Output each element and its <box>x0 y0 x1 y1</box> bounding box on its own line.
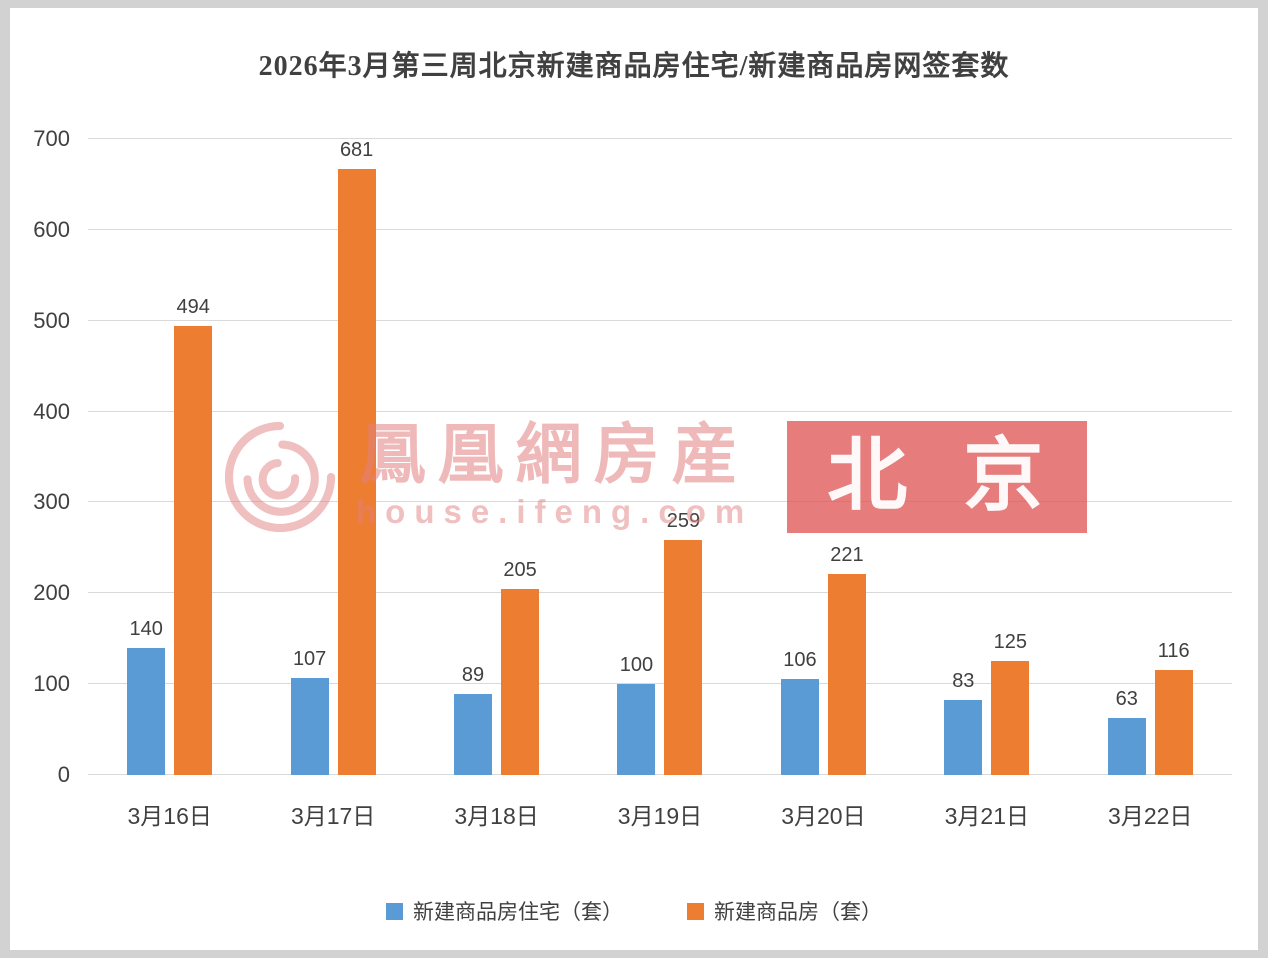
bar-with-label: 494 <box>174 139 213 775</box>
bar-with-label: 140 <box>127 139 166 775</box>
data-label: 125 <box>993 631 1027 654</box>
data-label: 681 <box>339 139 374 161</box>
bar-groups: 140 494 107 681 89 205 100 259 106 221 83 125 63 116 <box>88 139 1232 775</box>
y-tick-label: 700 <box>33 126 70 151</box>
bar <box>501 588 540 775</box>
bar-with-label: 107 <box>290 139 329 775</box>
data-label: 107 <box>292 647 327 670</box>
x-tick-label: 3月22日 <box>1108 803 1193 829</box>
bar-with-label: 63 <box>1107 139 1146 775</box>
gridline <box>88 410 1232 412</box>
legend-item: 新建商品房（套） <box>687 896 882 926</box>
bar <box>1154 669 1193 775</box>
legend: 新建商品房住宅（套） 新建商品房（套） <box>0 896 1268 926</box>
bar-group: 83 125 <box>905 139 1068 775</box>
bar-with-label: 125 <box>991 139 1030 775</box>
gridline <box>88 319 1232 321</box>
data-label: 89 <box>461 664 485 687</box>
legend-swatch <box>687 902 704 920</box>
x-tick-label: 3月21日 <box>944 803 1029 829</box>
bar <box>337 169 376 775</box>
bar <box>290 677 329 775</box>
chart-title: 2026年3月第三周北京新建商品房住宅/新建商品房网签套数 <box>258 51 1010 82</box>
bar <box>127 647 166 775</box>
bar-group: 89 205 <box>415 139 578 775</box>
bar-with-label: 106 <box>780 139 819 775</box>
y-tick-label: 500 <box>33 307 70 333</box>
gridline <box>88 774 1232 775</box>
bar <box>1107 717 1146 775</box>
x-tick-label: 3月20日 <box>781 803 866 829</box>
bar-with-label: 116 <box>1154 139 1193 775</box>
data-label: 83 <box>952 669 975 692</box>
data-label: 106 <box>783 648 817 671</box>
legend-label: 新建商品房（套） <box>714 901 882 924</box>
y-tick-label: 0 <box>57 762 70 787</box>
bar <box>827 574 866 775</box>
bar-group: 63 116 <box>1069 139 1232 775</box>
plot-area: 140 494 107 681 89 205 100 259 106 221 83 125 63 116 <box>88 138 1232 775</box>
legend-swatch <box>386 902 403 920</box>
y-tick-label: 100 <box>33 671 70 697</box>
gridline <box>88 592 1232 594</box>
bar-group: 100 259 <box>578 139 741 775</box>
y-tick-label: 600 <box>33 216 70 242</box>
bar-with-label: 83 <box>944 139 983 775</box>
data-label: 140 <box>129 617 163 640</box>
bar-with-label: 89 <box>454 139 493 775</box>
y-tick-label: 300 <box>33 489 70 515</box>
bar <box>780 678 819 775</box>
legend-label: 新建商品房住宅（套） <box>413 901 623 924</box>
gridline <box>88 683 1232 685</box>
bar-with-label: 681 <box>337 139 376 775</box>
legend-item: 新建商品房住宅（套） <box>386 896 623 926</box>
gridline <box>88 501 1232 503</box>
bar <box>454 694 493 775</box>
x-tick-label: 3月19日 <box>617 803 703 829</box>
y-tick-label: 200 <box>33 580 70 606</box>
x-tick-label: 3月18日 <box>454 803 539 829</box>
data-label: 259 <box>666 509 701 532</box>
bar-group: 106 221 <box>742 139 905 775</box>
gridline <box>88 138 1232 139</box>
data-label: 116 <box>1157 639 1190 662</box>
data-label: 205 <box>503 558 537 581</box>
bar-with-label: 205 <box>501 139 540 775</box>
bar <box>664 539 703 775</box>
data-label: 63 <box>1115 687 1138 710</box>
bar <box>617 684 656 775</box>
gridline <box>88 228 1232 230</box>
x-tick-label: 3月17日 <box>290 803 376 829</box>
bar-group: 107 681 <box>251 139 414 775</box>
bar-with-label: 100 <box>617 139 656 775</box>
bar <box>944 699 983 775</box>
y-tick-label: 400 <box>33 398 70 424</box>
data-label: 221 <box>830 544 864 567</box>
bar-with-label: 221 <box>827 139 866 775</box>
bar-with-label: 259 <box>664 139 703 775</box>
bar <box>991 661 1030 775</box>
bar <box>174 326 213 775</box>
x-tick-label: 3月16日 <box>127 803 212 829</box>
x-axis-labels: 3月16日 3月17日 3月18日 3月19日 3月20日 3月21日 3月22日 <box>88 797 1232 831</box>
bar-group: 140 494 <box>88 139 251 775</box>
y-axis-labels: 0 100 200 300 400 500 600 700 <box>6 128 78 786</box>
data-label: 494 <box>176 296 210 319</box>
data-label: 100 <box>619 654 654 677</box>
